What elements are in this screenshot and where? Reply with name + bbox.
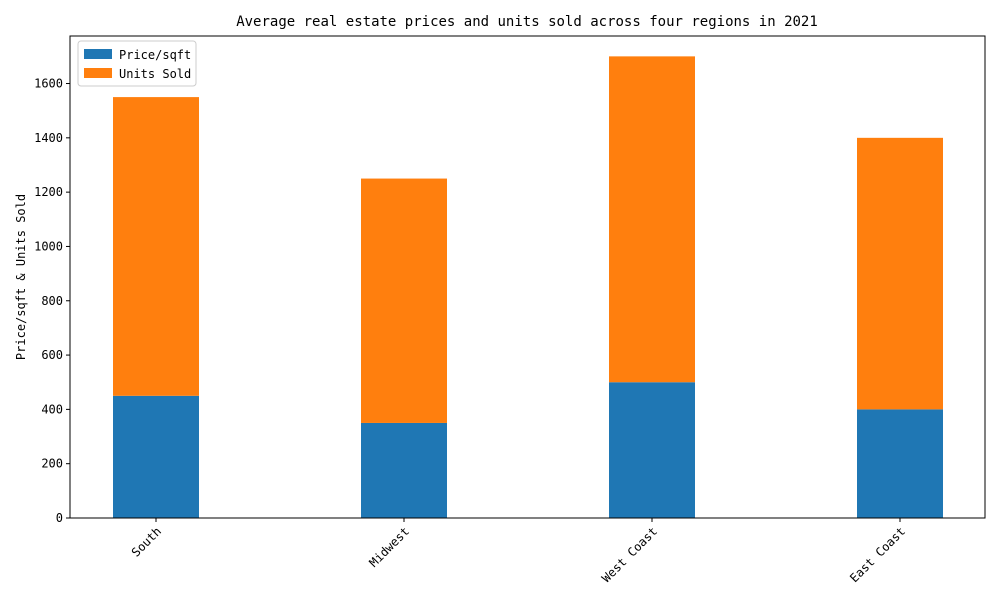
bar-price-sqft-midwest — [361, 422, 447, 518]
y-tick-label: 800 — [41, 294, 63, 308]
y-tick-label: 0 — [56, 511, 63, 525]
plot-frame — [69, 35, 986, 519]
y-tick-label: 200 — [41, 457, 63, 471]
x-tick-label: West Coast — [599, 524, 660, 585]
bar-units-sold-west-coast — [609, 56, 695, 383]
legend-label-price-sqft: Price/sqft — [119, 48, 191, 62]
bar-price-sqft-east-coast — [857, 409, 943, 518]
y-tick-label: 1600 — [34, 77, 63, 91]
y-tick-label: 1000 — [34, 239, 63, 253]
legend-label-units-sold: Units Sold — [119, 67, 191, 81]
legend: Price/sqft Units Sold — [77, 40, 197, 87]
y-tick-label: 400 — [41, 402, 63, 416]
bar-price-sqft-west-coast — [609, 382, 695, 518]
x-tick-label: East Coast — [847, 524, 908, 585]
x-tick-label: South — [129, 524, 164, 559]
legend-swatch-units-sold — [84, 68, 112, 78]
chart-title: Average real estate prices and units sol… — [236, 14, 818, 30]
bars-layer — [113, 56, 943, 518]
y-tick-label: 600 — [41, 348, 63, 362]
bar-units-sold-midwest — [361, 178, 447, 423]
y-axis-label: Price/sqft & Units Sold — [14, 194, 28, 360]
x-tick-label: Midwest — [366, 524, 412, 570]
bar-price-sqft-south — [113, 395, 199, 518]
bar-units-sold-east-coast — [857, 137, 943, 410]
bar-units-sold-south — [113, 97, 199, 396]
legend-swatch-price-sqft — [84, 49, 112, 59]
y-tick-label: 1200 — [34, 185, 63, 199]
y-tick-label: 1400 — [34, 131, 63, 145]
